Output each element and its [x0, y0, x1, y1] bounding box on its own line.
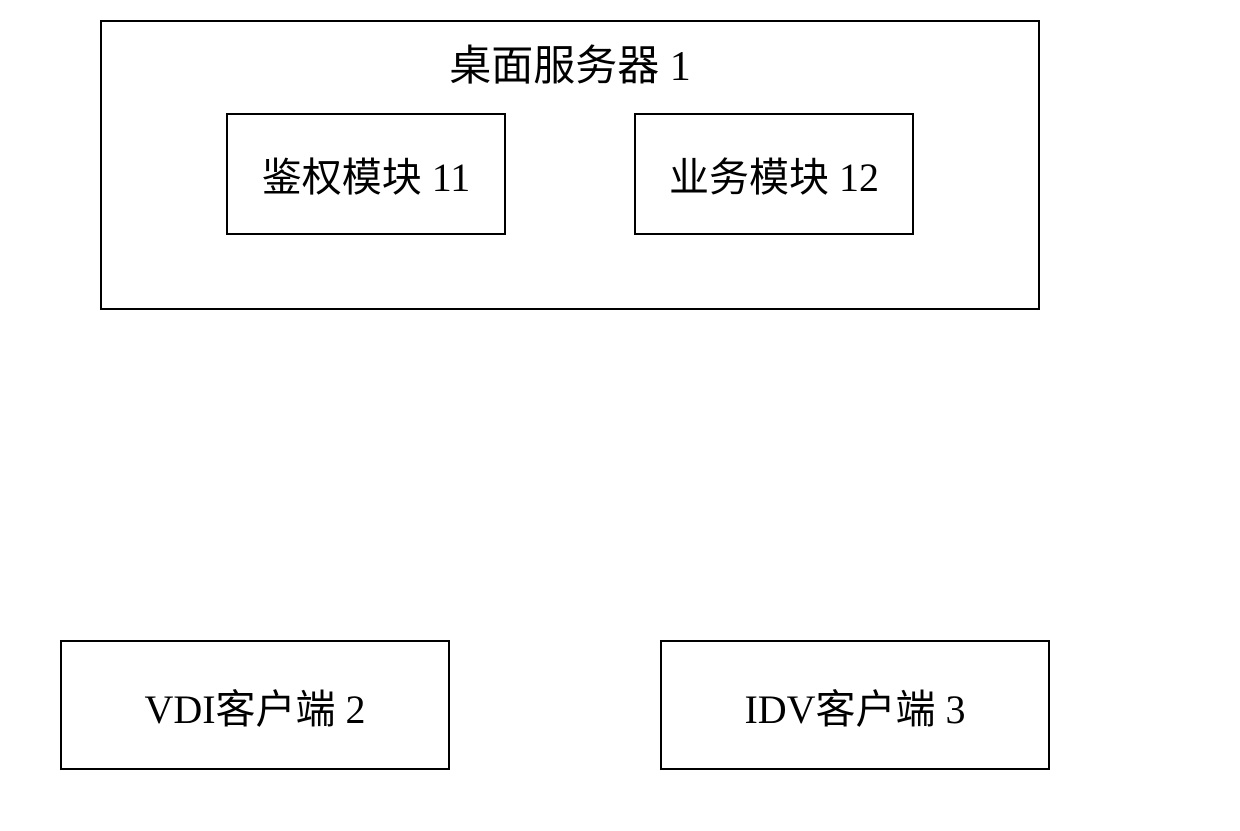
server-title: 桌面服务器 1 [449, 22, 691, 113]
auth-module-box: 鉴权模块 11 [226, 113, 506, 235]
idv-client-box: IDV客户端 3 [660, 640, 1050, 770]
vdi-client-label: VDI客户端 2 [144, 687, 365, 732]
auth-module-label: 鉴权模块 11 [262, 155, 471, 200]
idv-client-label: IDV客户端 3 [744, 687, 965, 732]
modules-row: 鉴权模块 11 业务模块 12 [102, 113, 1038, 275]
vdi-client-box: VDI客户端 2 [60, 640, 450, 770]
business-module-box: 业务模块 12 [634, 113, 914, 235]
business-module-label: 业务模块 12 [669, 155, 879, 200]
server-container-box: 桌面服务器 1 鉴权模块 11 业务模块 12 [100, 20, 1040, 310]
